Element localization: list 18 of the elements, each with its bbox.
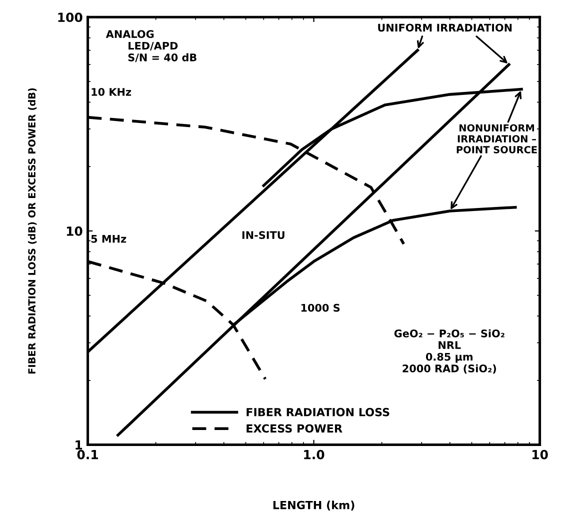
annotation: 1000 S [301, 304, 340, 312]
y-axis-title: FIBER RADIATION LOSS (dB) OR EXCESS POWER (dB) [28, 88, 37, 374]
x-tick-label: 10 [532, 450, 548, 460]
x-axis-title: LENGTH (km) [273, 500, 354, 511]
x-tick-label: 0.1 [77, 450, 98, 460]
annotation: NONUNIFORM IRRADIATION – POINT SOURCE [456, 124, 537, 154]
y-tick-label: 100 [58, 12, 82, 22]
y-tick-label: 10 [66, 226, 82, 236]
annotation: GeO₂ − P₂O₅ − SiO₂ NRL 0.85 μm 2000 RAD (SiO₂) [394, 329, 504, 374]
annotation: UNIFORM IRRADIATION [378, 24, 512, 32]
legend-label: EXCESS POWER [246, 424, 342, 433]
annotation: 5 MHz [91, 235, 126, 243]
annotation: 10 KHz [92, 88, 132, 96]
y-tick-label: 1 [76, 440, 82, 450]
annotation: ANALOG LED/APD S/N = 40 dB [106, 30, 196, 62]
annotation: IN-SITU [242, 231, 284, 240]
x-tick-label: 1.0 [304, 450, 324, 460]
legend-label: FIBER RADIATION LOSS [246, 408, 390, 416]
